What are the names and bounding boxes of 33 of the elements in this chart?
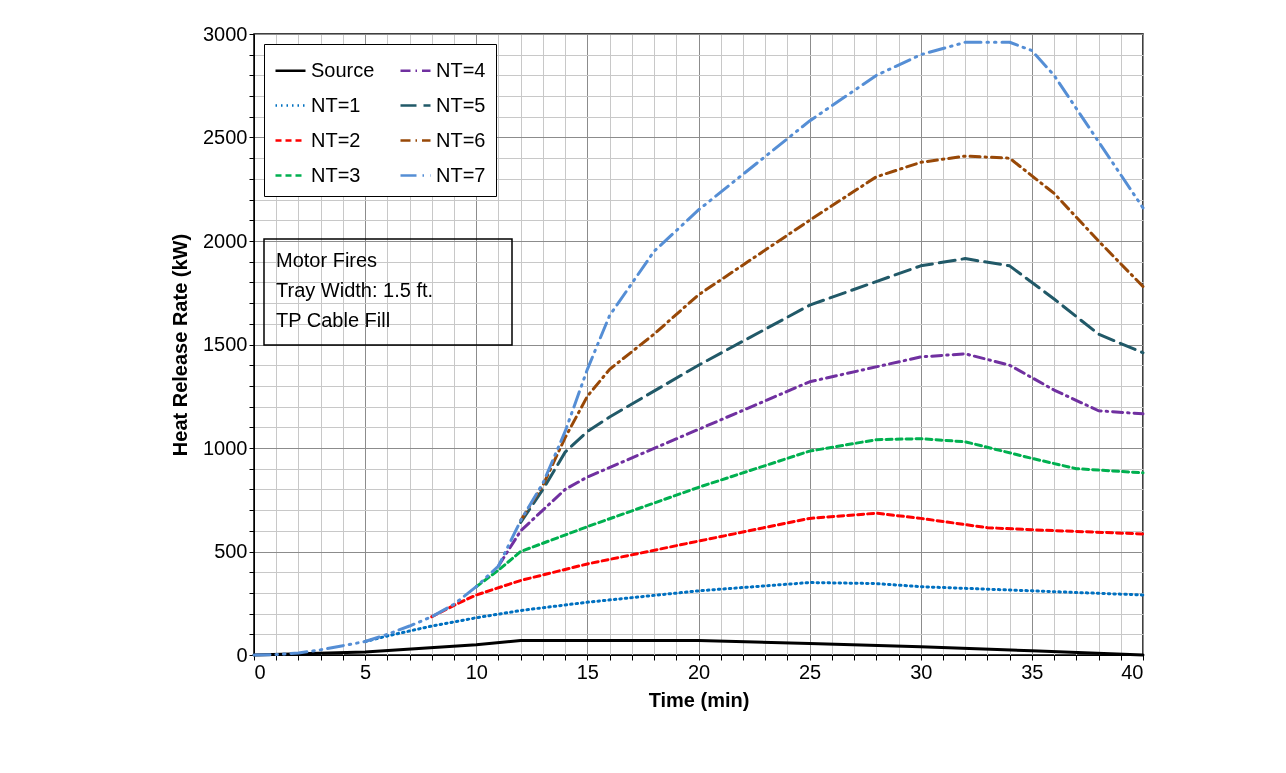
y-tick-label: 1500 — [203, 333, 248, 355]
legend-label: NT=1 — [311, 93, 361, 116]
x-tick-label: 35 — [1021, 660, 1044, 683]
legend-label: NT=4 — [436, 58, 486, 81]
y-tick-label: 1000 — [203, 436, 248, 459]
y-tick-label: 2500 — [203, 126, 248, 148]
x-tick-label: 0 — [254, 660, 266, 683]
x-tick-label: 20 — [687, 660, 711, 683]
x-axis-title: Time (min) — [648, 688, 750, 711]
y-tick-label: 2000 — [203, 229, 248, 252]
annotation: Motor Fires — [276, 249, 378, 271]
annotation: Tray Width: 1.5 ft. — [276, 279, 434, 301]
legend-label: NT=6 — [436, 128, 486, 151]
legend-label: NT=7 — [436, 163, 486, 186]
x-tick-label: 30 — [910, 660, 933, 683]
annotation: TP Cable Fill — [276, 309, 391, 331]
x-tick-label: 25 — [799, 660, 822, 683]
legend-label: NT=3 — [311, 163, 361, 186]
legend-label: Source — [311, 58, 375, 81]
y-tick-label: 3000 — [203, 22, 248, 45]
line-series — [519, 154, 1145, 522]
x-tick-label: 40 — [1121, 660, 1144, 683]
legend-label: NT=2 — [311, 128, 361, 151]
line-series — [519, 257, 1145, 525]
x-tick-label: 5 — [360, 660, 372, 683]
y-axis-title: Heat Release Rate (kW) — [169, 233, 192, 457]
line-series — [474, 437, 1145, 589]
legend-label: NT=5 — [436, 93, 486, 116]
x-tick-label: 15 — [576, 660, 599, 683]
y-tick-label: 500 — [214, 540, 248, 562]
line-series — [430, 511, 1145, 619]
x-tick-label: 10 — [465, 660, 488, 683]
y-tick-label: 0 — [236, 643, 248, 666]
